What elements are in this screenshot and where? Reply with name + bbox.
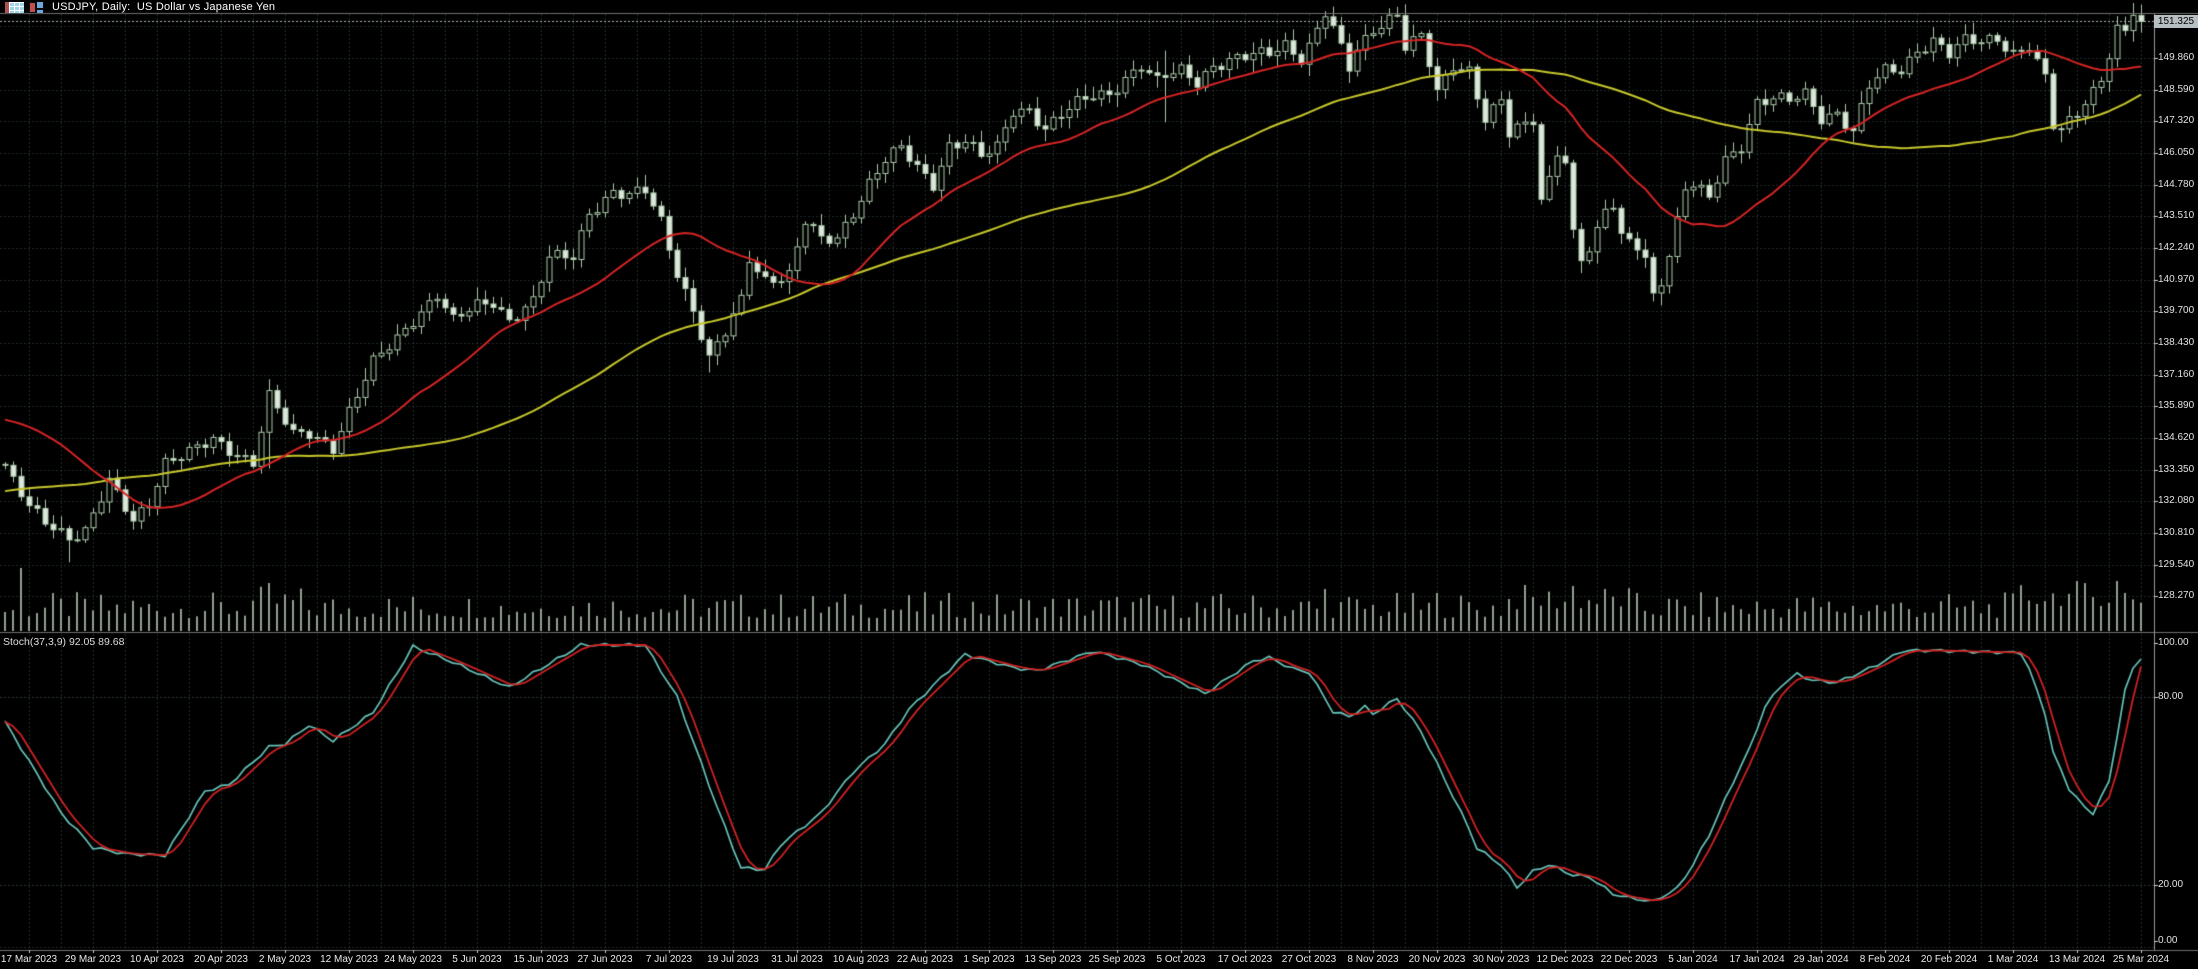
chart-titlebar: USDJPY, Daily: US Dollar vs Japanese Yen (0, 0, 2198, 14)
date-axis-label: 24 May 2023 (384, 954, 442, 965)
date-axis-label: 7 Jul 2023 (645, 954, 693, 965)
stoch-axis-label: 0.00 (2158, 935, 2178, 946)
date-axis-label: 13 Mar 2024 (2048, 954, 2106, 965)
date-axis-label: 1 Sep 2023 (963, 954, 1015, 965)
date-axis-label: 22 Aug 2023 (896, 954, 954, 965)
date-axis-label: 27 Oct 2023 (1281, 954, 1337, 965)
date-axis-label: 15 Jun 2023 (513, 954, 569, 965)
price-axis-label: 148.590 (2158, 83, 2195, 95)
candlestick-chart-icon[interactable] (29, 1, 44, 13)
date-axis-label: 8 Nov 2023 (1347, 954, 1399, 965)
date-axis-label: 20 Feb 2024 (1920, 954, 1978, 965)
current-price-tag: 151.325 (2154, 15, 2198, 28)
price-axis-label: 146.050 (2158, 147, 2195, 159)
date-axis-label: 8 Feb 2024 (1859, 954, 1911, 965)
price-axis-label: 144.780 (2158, 178, 2195, 190)
price-axis-label: 143.510 (2158, 210, 2195, 222)
stoch-axis-label: 20.00 (2158, 879, 2184, 891)
date-axis-label: 20 Nov 2023 (1408, 954, 1466, 965)
date-axis-label: 29 Mar 2023 (64, 954, 122, 965)
price-axis-label: 132.080 (2158, 495, 2195, 507)
date-axis-label: 5 Jan 2024 (1668, 954, 1718, 965)
price-axis-label: 140.970 (2158, 273, 2195, 285)
price-axis-label: 129.540 (2158, 558, 2195, 570)
price-axis-label: 139.700 (2158, 305, 2195, 317)
date-axis-label: 31 Jul 2023 (771, 954, 823, 965)
price-axis-label: 130.810 (2158, 527, 2195, 539)
date-axis-label: 5 Jun 2023 (452, 954, 502, 965)
stoch-axis-label: 80.00 (2158, 690, 2184, 702)
price-axis-label: 137.160 (2158, 368, 2195, 380)
date-axis-label: 30 Nov 2023 (1472, 954, 1530, 965)
date-axis-label: 25 Sep 2023 (1088, 954, 1146, 965)
price-axis-label: 142.240 (2158, 242, 2195, 254)
date-axis-label: 17 Oct 2023 (1217, 954, 1273, 965)
price-axis-label: 134.620 (2158, 432, 2195, 444)
date-axis-label: 27 Jun 2023 (577, 954, 633, 965)
price-axis-label: 147.320 (2158, 115, 2195, 127)
date-axis-label: 10 Aug 2023 (832, 954, 890, 965)
date-axis-label: 13 Sep 2023 (1024, 954, 1082, 965)
date-axis-label: 2 May 2023 (258, 954, 312, 965)
date-axis-label: 17 Jan 2024 (1729, 954, 1785, 965)
date-axis-label: 22 Dec 2023 (1600, 954, 1658, 965)
chart-title: USDJPY, Daily: US Dollar vs Japanese Yen (52, 1, 276, 13)
date-axis-label: 20 Apr 2023 (194, 954, 248, 965)
date-axis-label: 12 May 2023 (320, 954, 378, 965)
date-axis-label: 29 Jan 2024 (1793, 954, 1849, 965)
price-axis-label: 135.890 (2158, 400, 2195, 412)
market-watch-icon[interactable] (5, 1, 24, 13)
date-axis-label: 17 Mar 2023 (0, 954, 58, 965)
date-axis-label: 25 Mar 2024 (2112, 954, 2170, 965)
price-axis-label: 133.350 (2158, 463, 2195, 475)
date-axis-label: 19 Jul 2023 (707, 954, 759, 965)
stochastic-indicator-label: Stoch(37,3,9) 92.05 89.68 (3, 636, 125, 648)
price-axis-label: 138.430 (2158, 337, 2195, 349)
date-axis-label: 10 Apr 2023 (130, 954, 184, 965)
date-axis-label: 1 Mar 2024 (1987, 954, 2039, 965)
price-axis-label: 149.860 (2158, 52, 2195, 63)
date-axis-label: 12 Dec 2023 (1536, 954, 1594, 965)
stoch-axis-label: 100.00 (2158, 637, 2189, 648)
date-axis-label: 5 Oct 2023 (1156, 954, 1206, 965)
price-axis-label: 128.270 (2158, 590, 2195, 602)
